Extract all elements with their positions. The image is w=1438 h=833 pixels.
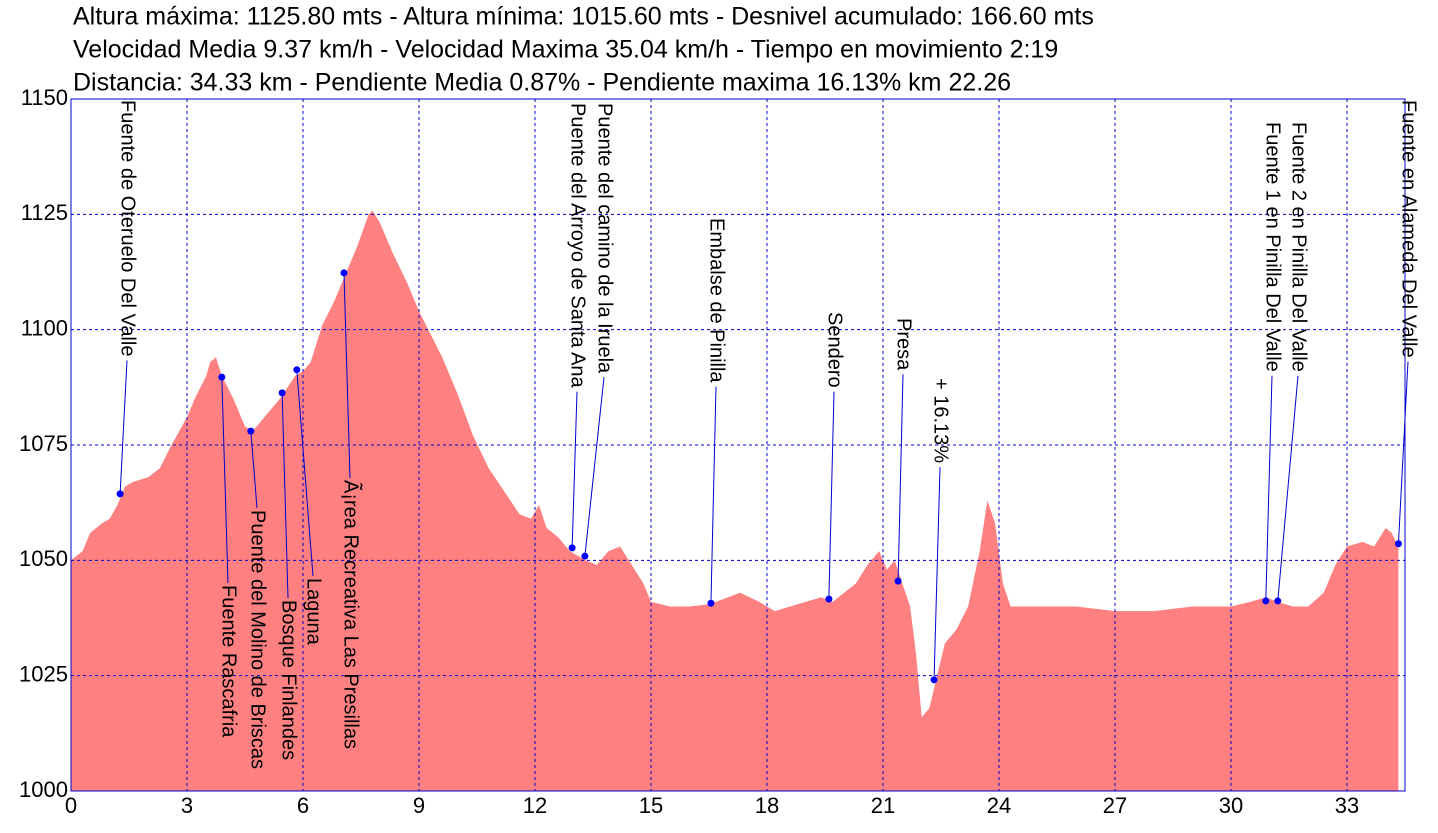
summary-line: Altura máxima: 1125.80 mts - Altura míni… <box>73 3 1094 31</box>
annotation-label: Presa <box>893 318 915 371</box>
annotation-point <box>278 389 286 397</box>
annotation-label: Sendero <box>824 312 846 388</box>
y-tick-label: 1075 <box>19 431 68 456</box>
x-tick-label: 0 <box>65 793 77 818</box>
y-tick-label: 1100 <box>21 315 68 340</box>
x-tick-label: 33 <box>1335 793 1359 818</box>
annotation-label: Puente del Molino de Briscas <box>247 510 269 769</box>
annotation-line <box>343 272 351 479</box>
annotation-label: + 16.13% <box>930 378 952 463</box>
y-tick-label: 1025 <box>19 661 68 686</box>
annotation-line <box>1265 375 1273 601</box>
annotation-line <box>119 360 128 494</box>
annotation-line <box>1397 361 1409 544</box>
annotation-label: Fuente en Alameda Del Valle <box>1398 100 1420 358</box>
annotation-line <box>828 391 835 600</box>
annotation-point <box>581 552 589 560</box>
annotation-line <box>1277 375 1299 601</box>
annotation-label: Laguna <box>303 578 325 646</box>
x-tick-label: 30 <box>1219 793 1243 818</box>
annotation-label: Bosque Finlandes <box>278 600 300 760</box>
annotation-line <box>933 467 941 680</box>
plot-border <box>70 98 1406 792</box>
x-tick-label: 15 <box>639 793 663 818</box>
annotation-label: Fuente de Oteruelo Del Valle <box>117 100 139 356</box>
annotation-point <box>1394 540 1402 548</box>
annotation-point <box>894 577 902 585</box>
x-tick-label: 12 <box>523 793 547 818</box>
summary-line: Velocidad Media 9.37 km/h - Velocidad Ma… <box>73 36 1058 64</box>
annotation-label: Embalse de Pinilla <box>706 218 728 383</box>
x-tick-label: 6 <box>297 793 309 818</box>
annotation-line <box>250 431 258 509</box>
annotation-label: Fuente Rascafria <box>218 585 240 738</box>
annotation-line <box>296 369 314 577</box>
annotation-point <box>930 676 938 684</box>
annotation-label: Fuente 1 en Pinilla Del Valle <box>1262 122 1284 372</box>
y-tick-label: 1150 <box>21 85 68 110</box>
annotation-point <box>293 366 301 374</box>
annotation-point <box>1262 597 1270 605</box>
annotation-line <box>571 391 578 548</box>
x-tick-label: 27 <box>1103 793 1127 818</box>
annotation-point <box>707 599 715 607</box>
elevation-area <box>71 210 1399 792</box>
annotation-line <box>897 374 904 582</box>
y-tick-label: 1000 <box>19 777 68 802</box>
annotation-line <box>710 386 717 604</box>
summary-line: Distancia: 34.33 km - Pendiente Media 0.… <box>73 69 1011 97</box>
annotation-point <box>247 427 255 435</box>
x-tick-label: 24 <box>987 793 1011 818</box>
annotation-line <box>221 377 229 584</box>
x-tick-label: 21 <box>871 793 895 818</box>
annotation-line <box>281 392 289 599</box>
x-tick-label: 3 <box>181 793 193 818</box>
annotation-point <box>1274 597 1282 605</box>
annotation-label: Puente del Arroyo de Santa Ana <box>567 103 589 389</box>
annotation-line <box>584 377 605 557</box>
annotation-point <box>116 490 124 498</box>
y-tick-label: 1050 <box>19 546 68 571</box>
annotation-point <box>340 269 348 277</box>
annotation-label: Ã¡rea Recreativa Las Presillas <box>340 480 364 749</box>
annotation-point <box>568 544 576 552</box>
x-tick-label: 18 <box>755 793 779 818</box>
annotation-label: Puente del camino de la Iruela <box>594 103 616 374</box>
annotation-point <box>825 595 833 603</box>
annotation-label: Fuente 2 en Pinilla Del Valle <box>1288 122 1310 372</box>
annotation-point <box>218 373 226 381</box>
y-tick-label: 1125 <box>21 200 68 225</box>
x-tick-label: 9 <box>413 793 425 818</box>
